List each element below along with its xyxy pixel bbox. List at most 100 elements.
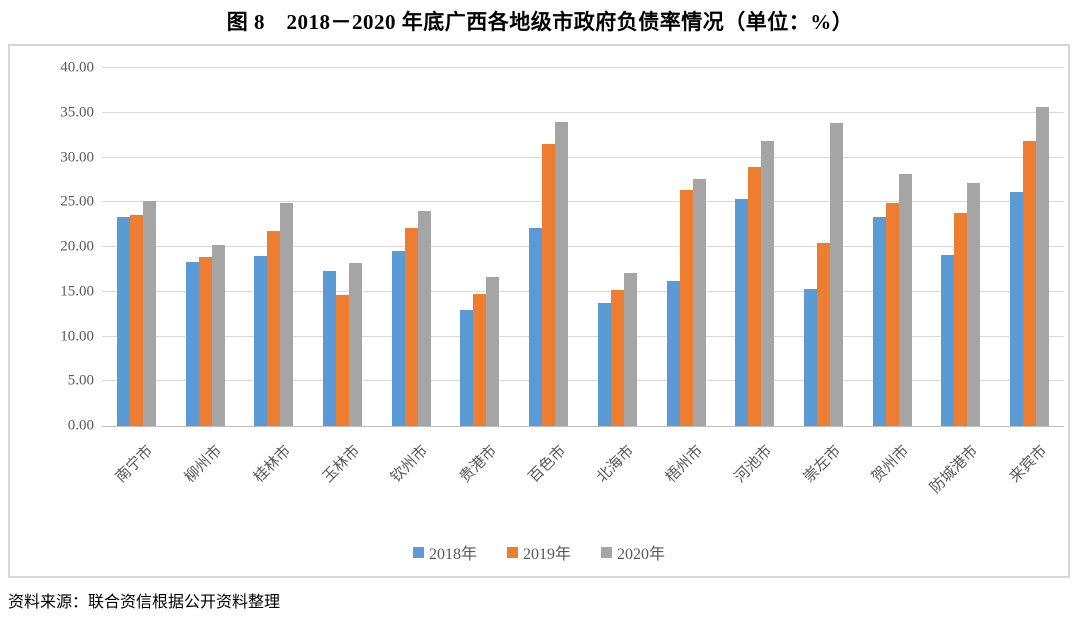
bar-group-13	[927, 68, 996, 426]
y-axis-tick-label: 35.00	[60, 104, 94, 121]
bar-2020年-梧州市	[692, 178, 706, 426]
bar-group-9	[652, 68, 721, 426]
x-axis-labels: 南宁市 柳州市 桂林市 玉林市 钦州市 贵港市 百色市 北海市 梧州市 河池市 崇左市 贺州市 防城港市…	[102, 432, 1064, 527]
page-title: 图 8 2018－2020 年底广西各地级市政府负债率情况（单位：%）	[226, 10, 854, 34]
x-axis-tick-label: 崇左市	[800, 442, 844, 486]
bar-2020年-来宾市	[1036, 107, 1050, 426]
bar-2019年-桂林市	[267, 230, 281, 426]
bar-group-3	[239, 68, 308, 426]
bar-group-10	[720, 68, 789, 426]
source-note: 资料来源：联合资信根据公开资料整理	[8, 594, 281, 611]
bar-2018年-北海市	[597, 303, 611, 426]
x-axis-tick-label: 百色市	[525, 442, 569, 486]
bar-2018年-贵港市	[460, 309, 474, 426]
plot-area	[102, 67, 1064, 427]
bar-group-11	[789, 68, 858, 426]
bar-2018年-钦州市	[391, 251, 405, 426]
bar-group-2	[171, 68, 240, 426]
bar-2020年-贵港市	[486, 276, 500, 426]
y-axis-tick-label: 10.00	[60, 328, 94, 344]
bar-2020年-北海市	[623, 272, 637, 426]
legend-swatch-icon	[601, 546, 612, 558]
bar-group-1	[102, 68, 171, 426]
y-axis-labels: 0.00 5.00 10.00 15.00 20.00 25.00 30.00 35.00 40…	[10, 60, 94, 434]
gridline	[102, 201, 1064, 203]
gridline	[102, 246, 1064, 247]
bar-2020年-百色市	[555, 121, 569, 426]
chart-container: 0.00 5.00 10.00 15.00 20.00 25.00 30.00 35.00 40…	[8, 44, 1070, 578]
gridline	[102, 335, 1064, 337]
bar-group-4	[308, 68, 377, 426]
bar-2019年-贵港市	[473, 293, 487, 426]
bar-2019年-柳州市	[198, 256, 212, 426]
bar-2018年-防城港市	[941, 255, 955, 426]
y-axis-tick-label: 30.00	[60, 149, 94, 165]
bar-2020年-南宁市	[142, 201, 156, 426]
y-axis-tick-label: 25.00	[60, 193, 94, 210]
x-axis-tick-label: 北海市	[594, 442, 638, 486]
legend-item-2018年: 2018年	[412, 540, 477, 564]
legend-label: 2020年	[617, 546, 666, 563]
bar-2020年-柳州市	[211, 245, 225, 426]
bar-group-12	[858, 68, 927, 426]
y-axis-tick-label: 5.00	[67, 372, 94, 389]
x-axis-tick-label: 玉林市	[319, 442, 363, 486]
bar-2019年-玉林市	[335, 295, 349, 426]
gridline	[102, 67, 1064, 68]
y-axis-tick-label: 20.00	[60, 238, 94, 255]
bar-2018年-梧州市	[666, 281, 680, 426]
gridline	[102, 290, 1064, 292]
legend-item-2019年: 2019年	[506, 540, 571, 564]
bar-2018年-来宾市	[1010, 191, 1024, 426]
x-axis-tick-label: 梧州市	[663, 442, 707, 486]
bar-2020年-防城港市	[967, 183, 981, 426]
bar-2018年-百色市	[529, 228, 543, 426]
bar-2020年-桂林市	[280, 203, 294, 426]
bar-2019年-防城港市	[954, 213, 968, 426]
bar-2019年-贺州市	[885, 203, 899, 426]
y-axis-tick-label: 40.00	[60, 59, 94, 76]
bar-2020年-崇左市	[829, 122, 843, 426]
bar-group-5	[377, 68, 446, 426]
x-axis-tick-label: 柳州市	[182, 442, 226, 486]
x-axis-tick-label: 桂林市	[250, 442, 294, 486]
x-axis-tick-label: 贺州市	[869, 442, 913, 486]
x-axis-tick-label: 南宁市	[113, 442, 157, 486]
y-axis-tick-label: 0.00	[67, 417, 94, 434]
gridline	[102, 380, 1064, 382]
legend-swatch-icon	[412, 546, 424, 558]
x-axis-tick-label: 河池市	[731, 442, 775, 486]
chart-legend: 2018年 2019年 2020年	[10, 540, 1068, 564]
bar-2019年-南宁市	[129, 214, 143, 426]
bar-group-6	[446, 68, 515, 426]
x-axis-tick-label: 来宾市	[1006, 442, 1050, 486]
bar-group-7	[514, 68, 583, 426]
x-axis-tick-label: 钦州市	[388, 442, 432, 486]
bar-2018年-河池市	[735, 198, 749, 426]
bar-2018年-柳州市	[185, 262, 199, 426]
bar-2019年-百色市	[542, 144, 556, 426]
legend-item-2020年: 2020年	[601, 540, 665, 564]
bar-2020年-河池市	[761, 141, 775, 426]
bar-2019年-来宾市	[1023, 141, 1037, 426]
bar-2019年-北海市	[610, 289, 624, 426]
bar-2018年-崇左市	[803, 289, 817, 426]
bar-2019年-崇左市	[816, 243, 830, 426]
bar-group-14	[995, 68, 1064, 426]
bar-2020年-钦州市	[417, 211, 431, 426]
bar-2019年-河池市	[748, 167, 762, 426]
x-axis-tick-label: 防城港市	[927, 442, 982, 497]
legend-label: 2018年	[428, 546, 477, 563]
bar-2019年-钦州市	[404, 228, 418, 426]
gridline	[102, 156, 1064, 158]
bar-2020年-玉林市	[348, 263, 362, 426]
legend-swatch-icon	[506, 546, 518, 558]
y-axis-tick-label: 15.00	[60, 283, 94, 300]
x-axis-tick-label: 贵港市	[456, 442, 501, 486]
gridline	[102, 111, 1064, 113]
bar-2018年-桂林市	[254, 255, 268, 426]
legend-label: 2019年	[522, 546, 571, 563]
bar-group-8	[583, 68, 652, 426]
bar-2018年-贺州市	[872, 216, 886, 426]
bar-2018年-玉林市	[322, 271, 336, 426]
